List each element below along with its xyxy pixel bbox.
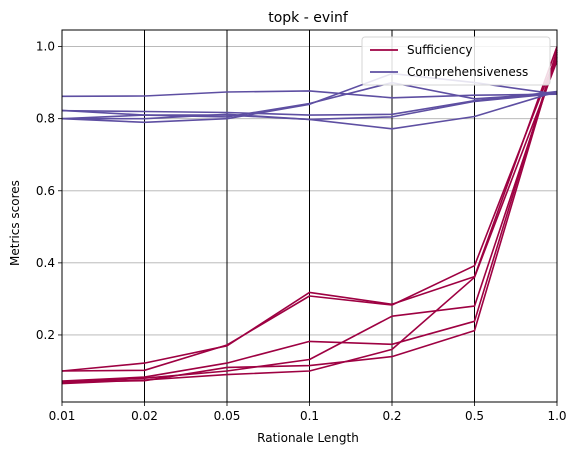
legend: Sufficiency Comprehensiveness: [361, 36, 551, 86]
x-tick-label: 0.02: [131, 409, 158, 423]
comprehensiveness-series-line: [61, 92, 558, 121]
legend-label: Sufficiency: [407, 43, 472, 57]
sufficiency-series-line: [61, 51, 558, 383]
x-tick-label: 0.1: [300, 409, 319, 423]
y-tick-label: 0.8: [36, 112, 55, 126]
x-tick-label: 0.5: [465, 409, 484, 423]
x-tick-label: 0.05: [214, 409, 241, 423]
y-tick-label: 0.4: [36, 256, 55, 270]
x-axis-label: Rationale Length: [257, 431, 359, 445]
y-axis-label: Metrics scores: [8, 180, 22, 266]
comprehensiveness-series-line: [61, 90, 558, 99]
y-tick-label: 1.0: [36, 40, 55, 54]
grid-lines: [62, 30, 557, 402]
x-tick-label: 0.01: [49, 409, 76, 423]
series-lines: [61, 46, 558, 385]
y-tick-label: 0.6: [36, 184, 55, 198]
x-tick-label: 0.2: [382, 409, 401, 423]
tick-labels: 0.2 0.4 0.6 0.8 1.0 0.01 0.02 0.05 0.1 0.2 0.5 1.0: [36, 40, 567, 423]
sufficiency-series-line: [61, 53, 558, 372]
y-tick-label: 0.2: [36, 328, 55, 342]
x-tick-label: 1.0: [547, 409, 566, 423]
sufficiency-series-line: [61, 57, 558, 384]
sufficiency-series-line: [61, 49, 558, 382]
legend-box: [361, 36, 551, 86]
chart-title: topk - evinf: [268, 10, 349, 26]
legend-label: Comprehensiveness: [407, 65, 528, 79]
